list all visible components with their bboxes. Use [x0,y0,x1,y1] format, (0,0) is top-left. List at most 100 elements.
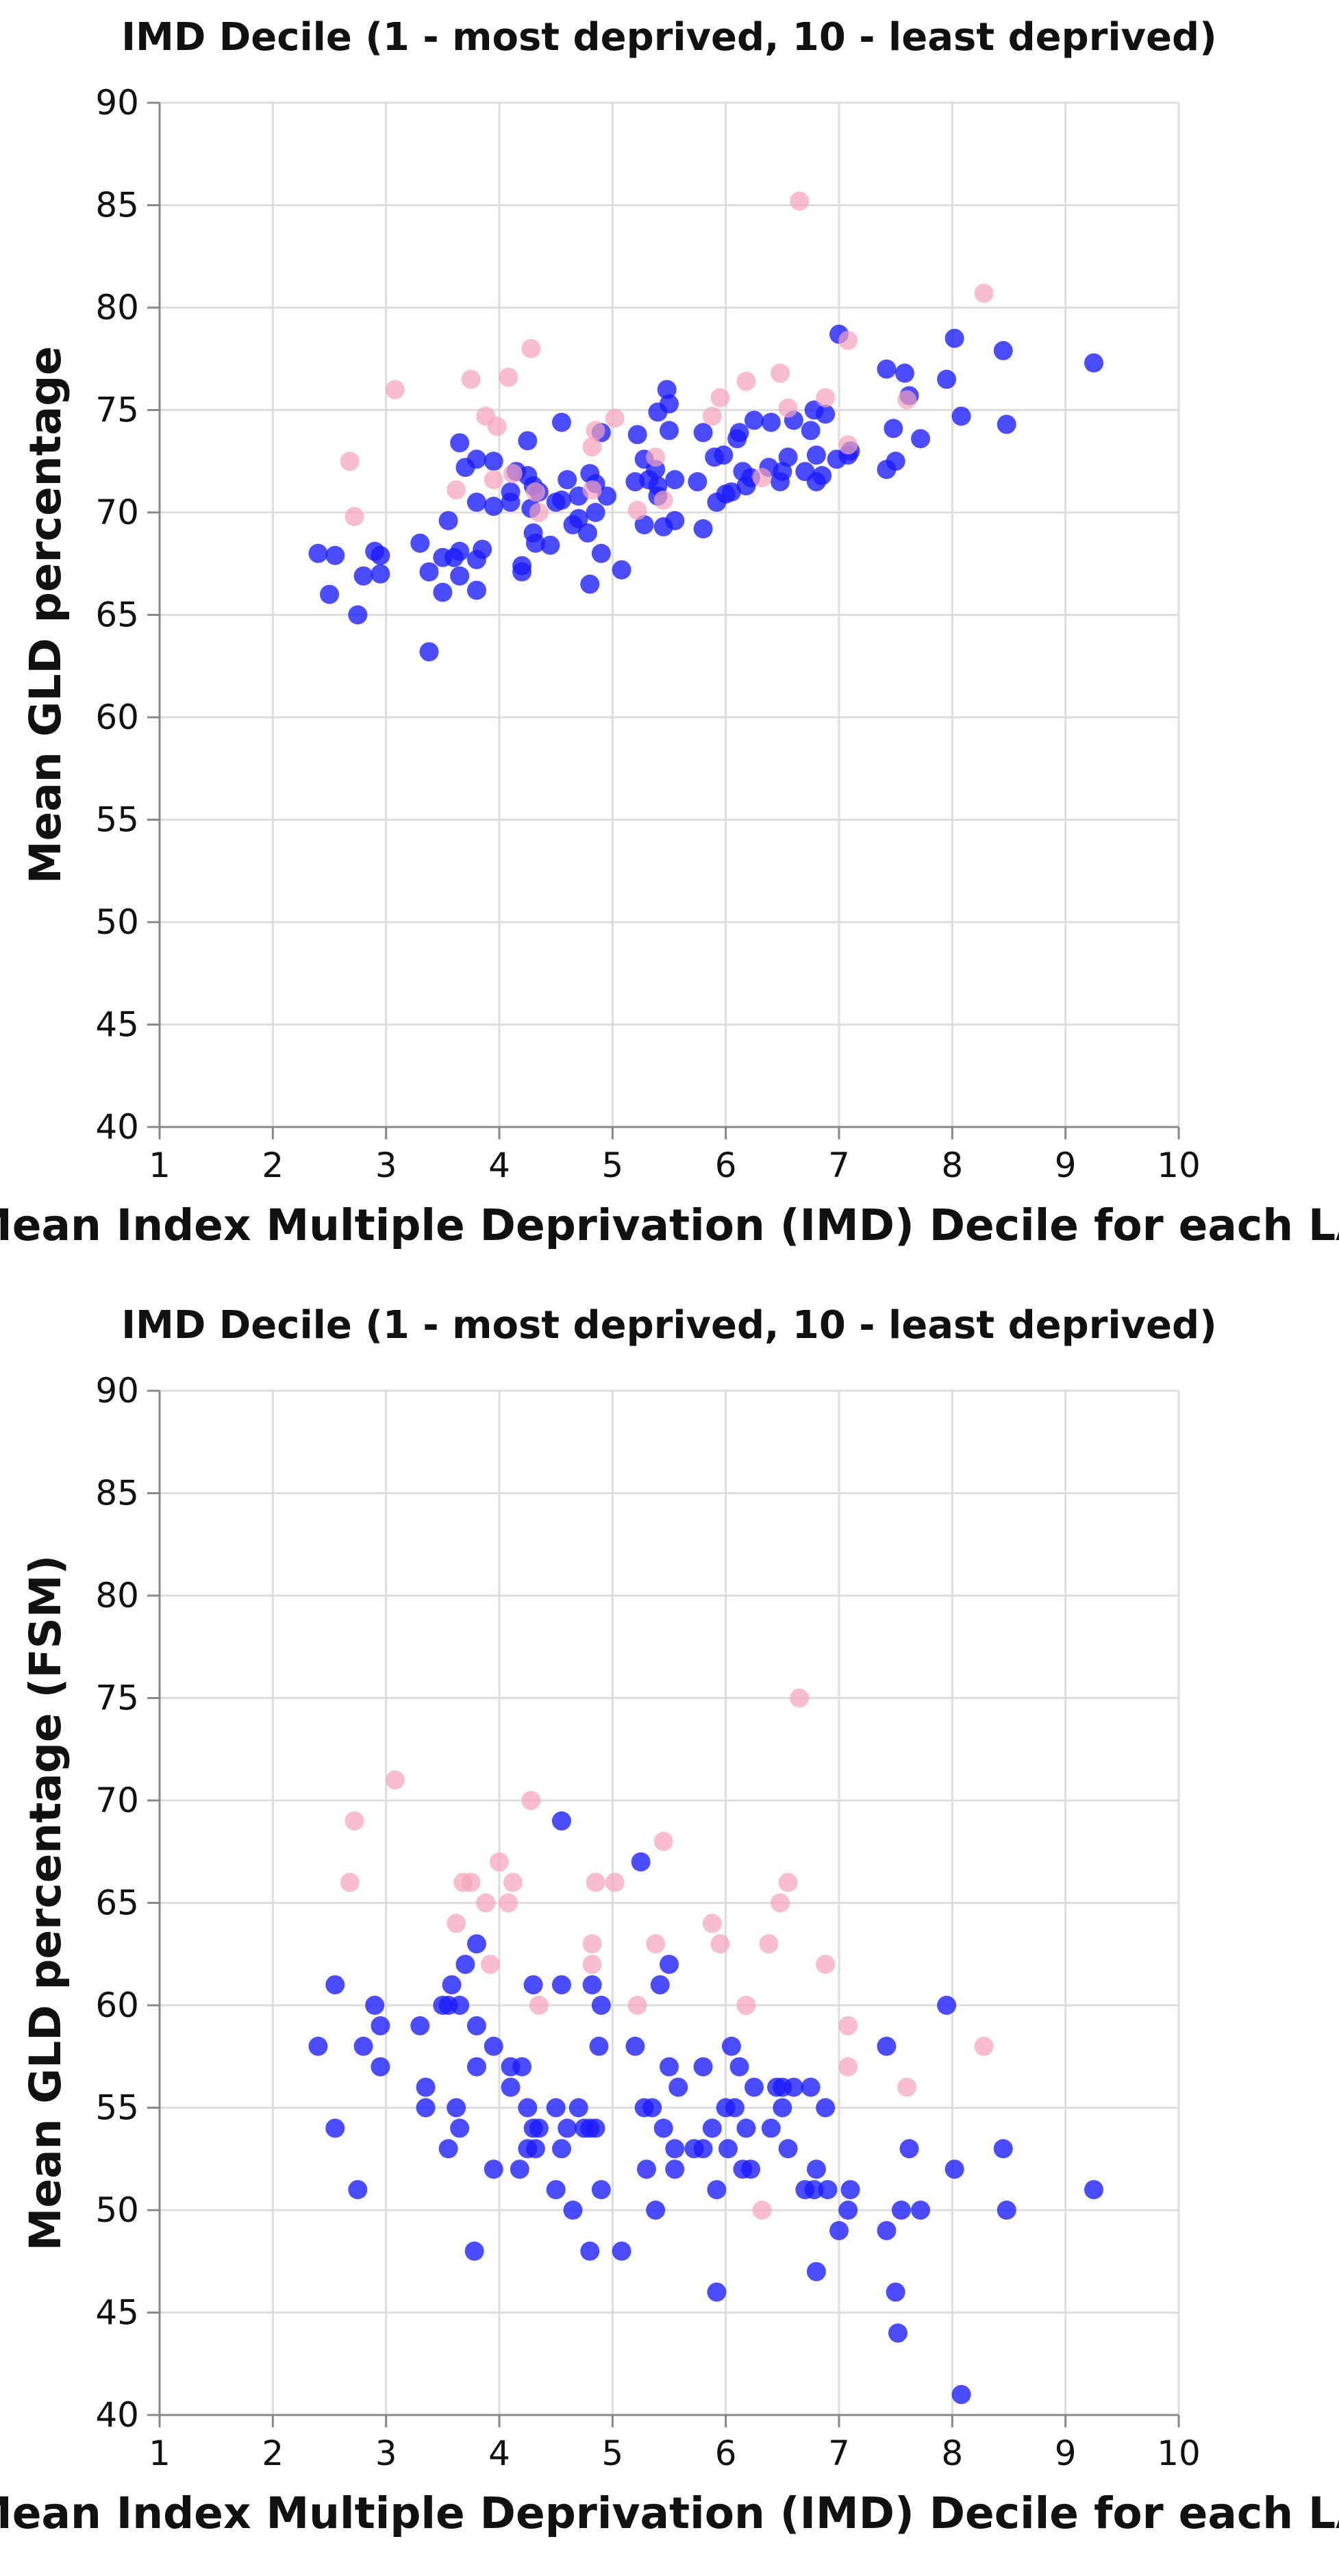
data-point [461,369,481,389]
x-axis-title: Mean Index Multiple Deprivation (IMD) De… [0,2488,1339,2538]
data-point [512,2057,532,2077]
series-1 [340,191,994,526]
data-point [631,1852,651,1872]
data-point [589,2036,609,2056]
data-point [365,1996,385,2015]
data-point [450,2118,470,2138]
series-0 [308,324,1103,662]
data-point [612,560,631,580]
data-point [812,466,832,486]
data-point [348,605,368,625]
data-point [568,2098,588,2118]
data-point [582,1934,602,1954]
data-point [558,2118,577,2138]
data-point [771,363,790,383]
y-axis-title: Mean GLD percentage (FSM) [21,1555,71,2251]
data-point [568,508,588,528]
data-point [886,451,905,471]
y-tick-label: 80 [95,288,139,327]
data-point [466,2016,486,2035]
data-point [308,2036,328,2056]
data-point [627,425,647,445]
data-point [529,2118,549,2138]
data-point [487,417,507,436]
data-point [586,2118,605,2138]
y-tick-label: 45 [95,1005,139,1045]
data-point [778,447,798,467]
x-tick-label: 5 [601,1145,623,1185]
data-point [646,447,666,467]
x-tick-label: 6 [715,2433,737,2473]
x-tick-label: 9 [1055,2433,1077,2473]
data-point [707,2282,727,2302]
data-point [371,2057,390,2077]
data-point [563,2201,583,2220]
data-point [636,2159,656,2179]
data-point [586,503,605,522]
data-point [736,371,756,391]
data-point [450,1996,470,2015]
x-tick-label: 10 [1157,1145,1201,1185]
data-point [450,541,470,561]
data-point [693,519,713,538]
data-point [490,1852,509,1872]
data-point [325,1975,345,1995]
data-point [591,1996,611,2015]
data-point [466,1934,486,1954]
data-point [886,2282,905,2302]
grid [158,1389,1180,2416]
data-point [484,497,503,517]
y-tick-label: 65 [95,595,139,635]
data-point [993,2139,1013,2159]
data-point [476,1893,496,1913]
x-tick-label: 7 [828,2433,850,2473]
x-tick-label: 10 [1157,2433,1201,2473]
data-point [410,2016,430,2035]
data-point [546,2098,566,2118]
data-point [353,2036,373,2056]
data-point [665,2159,685,2179]
data-point [450,433,470,453]
data-point [911,429,931,449]
y-tick-label: 75 [95,1679,139,1718]
data-point [944,2159,964,2179]
data-point [744,410,764,430]
data-point [816,404,836,424]
data-point [466,449,486,469]
data-point [801,2077,821,2097]
data-point [627,1996,647,2015]
data-point [693,2057,713,2077]
data-point [438,2139,458,2159]
data-point [818,2180,838,2200]
x-tick-label: 7 [828,1145,850,1185]
data-point [551,1811,571,1831]
data-point [586,421,605,441]
data-point [340,1872,360,1892]
data-point [523,1975,543,1995]
x-tick-label: 1 [149,2433,171,2473]
data-point [665,510,685,530]
data-point [371,545,390,565]
data-point [899,2139,919,2159]
data-point [464,2241,484,2261]
data-point [625,2036,645,2056]
data-point [308,543,328,563]
data-point [897,2077,917,2097]
data-point [1084,353,1103,373]
data-point [702,406,722,426]
data-point [997,414,1016,434]
series-0 [308,1811,1103,2405]
data-point [442,1975,462,1995]
data-point [702,1914,722,1933]
data-point [744,2077,764,2097]
data-point [736,2118,756,2138]
data-point [529,1996,549,2015]
data-point [320,584,339,604]
x-tick-label: 4 [488,2433,510,2473]
data-point [884,419,903,438]
data-point [660,2057,679,2077]
x-tick-label: 1 [149,1145,171,1185]
data-point [371,2016,390,2035]
data-point [480,1955,500,1974]
data-point [525,482,545,502]
